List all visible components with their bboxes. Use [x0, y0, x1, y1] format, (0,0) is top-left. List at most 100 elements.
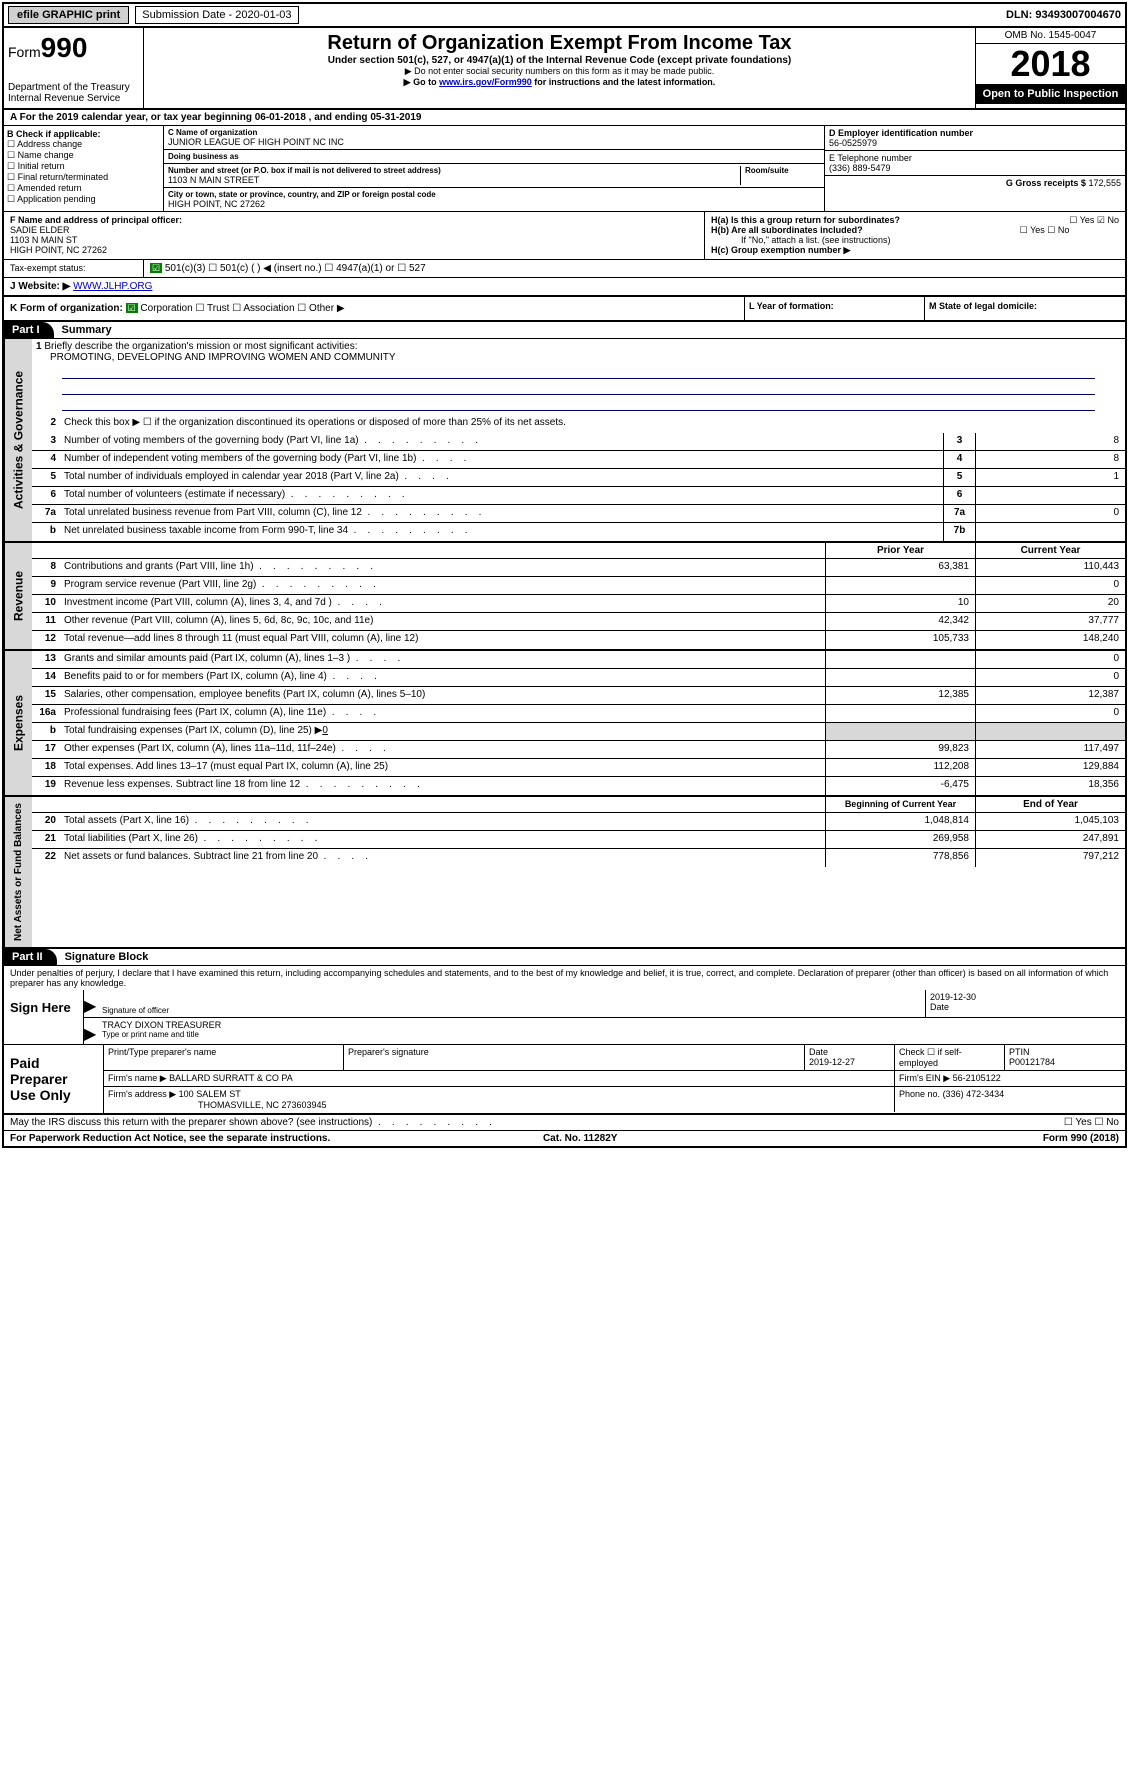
box-l: L Year of formation: — [745, 297, 925, 320]
line16a-prior — [825, 705, 975, 722]
submission-date: Submission Date - 2020-01-03 — [135, 6, 298, 24]
form-ref: Form 990 (2018) — [1043, 1133, 1119, 1144]
line12-current: 148,240 — [975, 631, 1125, 649]
prep-name-hdr: Print/Type preparer's name — [104, 1045, 344, 1070]
sign-here-label: Sign Here — [4, 990, 84, 1044]
netassets-col-headers: Beginning of Current Year End of Year — [32, 797, 1125, 813]
check-corporation: ☑ — [126, 303, 138, 313]
tax-status-options[interactable]: 501(c)(3) ☐ 501(c) ( ) ◀ (insert no.) ☐ … — [165, 263, 426, 274]
cb-final-return[interactable]: ☐ Final return/terminated — [7, 172, 160, 183]
prep-check-self[interactable]: Check ☐ if self-employed — [895, 1045, 1005, 1070]
box-deg: D Employer identification number 56-0525… — [825, 126, 1125, 211]
note2-pre: ▶ Go to — [404, 77, 439, 87]
sig-name-label: Type or print name and title — [102, 1030, 1121, 1039]
line14-current: 0 — [975, 669, 1125, 686]
section-expenses: Expenses 13 Grants and similar amounts p… — [4, 651, 1125, 797]
officer-label: F Name and address of principal officer: — [10, 215, 182, 225]
mission-underlines — [32, 363, 1125, 415]
line7b-val — [975, 523, 1125, 541]
line20-current: 1,045,103 — [975, 813, 1125, 830]
line9-text: Program service revenue (Part VIII, line… — [60, 577, 825, 594]
section-activities-governance: Activities & Governance 1 Briefly descri… — [4, 339, 1125, 543]
line8-prior: 63,381 — [825, 559, 975, 576]
line12-text: Total revenue—add lines 8 through 11 (mu… — [60, 631, 825, 649]
line4-val: 8 — [975, 451, 1125, 468]
cb-initial-return[interactable]: ☐ Initial return — [7, 161, 160, 172]
hdr-end: End of Year — [975, 797, 1125, 812]
line1-value: PROMOTING, DEVELOPING AND IMPROVING WOME… — [36, 352, 396, 363]
cb-address-change[interactable]: ☐ Address change — [7, 139, 160, 150]
line18-current: 129,884 — [975, 759, 1125, 776]
line19-text: Revenue less expenses. Subtract line 18 … — [60, 777, 825, 795]
line11-prior: 42,342 — [825, 613, 975, 630]
box-i-opts: ☑ 501(c)(3) ☐ 501(c) ( ) ◀ (insert no.) … — [144, 260, 1125, 277]
line7a-num: 7a — [32, 505, 60, 522]
line9-current: 0 — [975, 577, 1125, 594]
box-j: J Website: ▶ WWW.JLHP.ORG — [4, 278, 1125, 295]
form-org-label: K Form of organization: — [10, 303, 123, 314]
line7b-num: b — [32, 523, 60, 541]
omb-number: OMB No. 1545-0047 — [976, 28, 1125, 44]
city-value: HIGH POINT, NC 27262 — [168, 199, 820, 209]
website-link[interactable]: WWW.JLHP.ORG — [73, 281, 152, 292]
line8-current: 110,443 — [975, 559, 1125, 576]
line7a-text: Total unrelated business revenue from Pa… — [60, 505, 943, 522]
cb-amended[interactable]: ☐ Amended return — [7, 183, 160, 194]
firm-addr1: 100 SALEM ST — [179, 1089, 241, 1099]
hc-label: H(c) Group exemption number ▶ — [711, 245, 850, 255]
officer-addr2: HIGH POINT, NC 27262 — [10, 245, 107, 255]
irs-link[interactable]: www.irs.gov/Form990 — [439, 77, 532, 87]
line9-prior — [825, 577, 975, 594]
sign-here-section: Sign Here ▶ Signature of officer 2019-12… — [4, 990, 1125, 1045]
part2-badge: Part II — [4, 949, 57, 965]
line20-text: Total assets (Part X, line 16) — [60, 813, 825, 830]
part1-badge: Part I — [4, 322, 54, 338]
topbar: efile GRAPHIC print Submission Date - 20… — [4, 4, 1125, 28]
officer-name: SADIE ELDER — [10, 225, 70, 235]
line18-text: Total expenses. Add lines 13–17 (must eq… — [60, 759, 825, 776]
line6-box: 6 — [943, 487, 975, 504]
side-label-ag: Activities & Governance — [4, 339, 32, 541]
state-domicile-label: M State of legal domicile: — [929, 301, 1037, 311]
line5-box: 5 — [943, 469, 975, 486]
line16b-current — [975, 723, 1125, 740]
line16a-current: 0 — [975, 705, 1125, 722]
ha-answer[interactable]: ☐ Yes ☑ No — [1069, 215, 1119, 226]
side-label-expenses: Expenses — [4, 651, 32, 795]
org-name: JUNIOR LEAGUE OF HIGH POINT NC INC — [168, 137, 820, 147]
line3-num: 3 — [32, 433, 60, 450]
hb-answer[interactable]: ☐ Yes ☐ No — [1020, 225, 1070, 236]
firm-phone-label: Phone no. — [899, 1089, 940, 1099]
phone-label: E Telephone number — [829, 153, 912, 163]
line2-num: 2 — [32, 415, 60, 433]
line10-prior: 10 — [825, 595, 975, 612]
tax-year: 2018 — [976, 44, 1125, 84]
gross-receipts-value: 172,555 — [1088, 178, 1121, 188]
line16b-prior — [825, 723, 975, 740]
form-org-options[interactable]: Corporation ☐ Trust ☐ Association ☐ Othe… — [140, 303, 344, 314]
line5-val: 1 — [975, 469, 1125, 486]
row-i: Tax-exempt status: ☑ 501(c)(3) ☐ 501(c) … — [4, 260, 1125, 278]
line21-current: 247,891 — [975, 831, 1125, 848]
discuss-text: May the IRS discuss this return with the… — [10, 1117, 492, 1128]
prep-date-hdr: Date — [809, 1047, 828, 1057]
efile-print-button[interactable]: efile GRAPHIC print — [8, 6, 129, 24]
line21-text: Total liabilities (Part X, line 26) — [60, 831, 825, 848]
line19-prior: -6,475 — [825, 777, 975, 795]
line11-current: 37,777 — [975, 613, 1125, 630]
line13-prior — [825, 651, 975, 668]
line22-prior: 778,856 — [825, 849, 975, 867]
block-bcdeg: B Check if applicable: ☐ Address change … — [4, 126, 1125, 212]
line10-text: Investment income (Part VIII, column (A)… — [60, 595, 825, 612]
form-header: Form990 Department of the Treasury Inter… — [4, 28, 1125, 110]
cb-application-pending[interactable]: ☐ Application pending — [7, 194, 160, 205]
cb-name-change[interactable]: ☐ Name change — [7, 150, 160, 161]
paid-preparer-label: Paid Preparer Use Only — [4, 1045, 104, 1113]
discuss-line: May the IRS discuss this return with the… — [4, 1115, 1125, 1131]
ein-label: D Employer identification number — [829, 128, 973, 138]
box-h: H(a) Is this a group return for subordin… — [705, 212, 1125, 259]
discuss-answer[interactable]: ☐ Yes ☐ No — [1064, 1117, 1119, 1128]
penalties-text: Under penalties of perjury, I declare th… — [4, 966, 1125, 990]
line18-prior: 112,208 — [825, 759, 975, 776]
firm-phone-val: (336) 472-3434 — [943, 1089, 1005, 1099]
